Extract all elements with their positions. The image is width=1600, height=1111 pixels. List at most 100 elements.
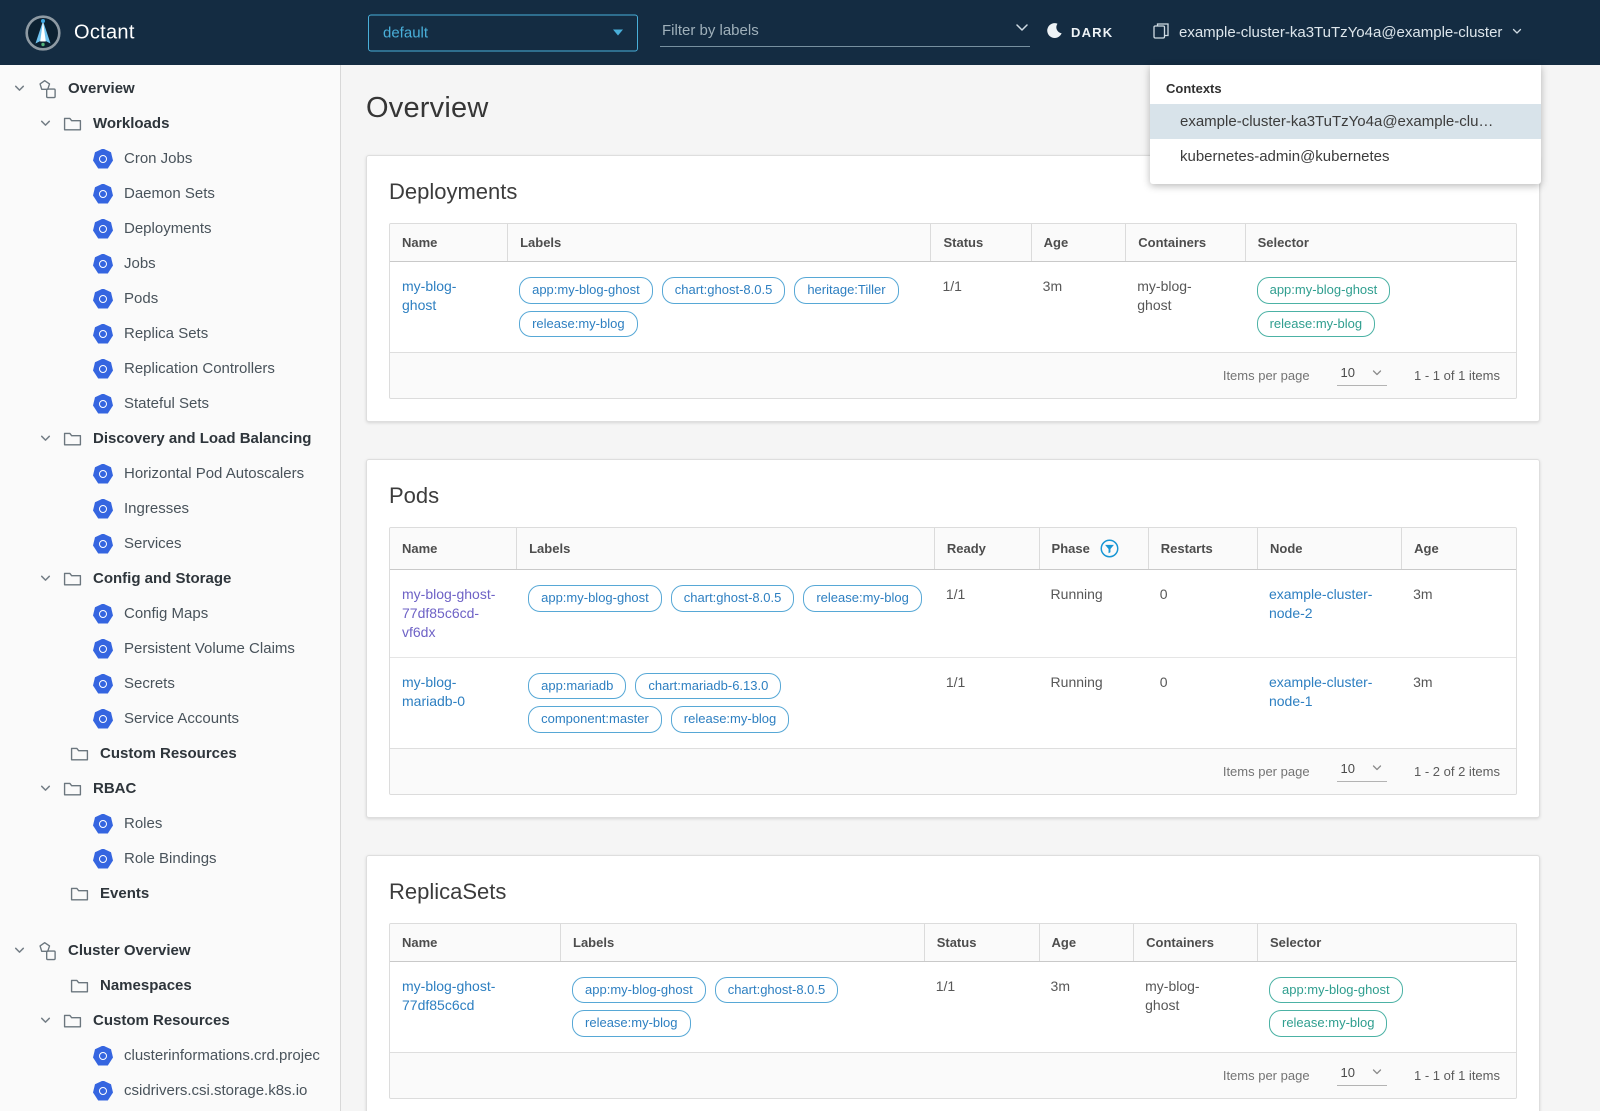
label-tag[interactable]: release:my-blog <box>670 706 790 733</box>
sidebar-item-jobs[interactable]: Jobs <box>0 246 340 281</box>
column-header-label: Age <box>1414 541 1439 557</box>
jobs-icon <box>93 253 113 274</box>
name-link[interactable]: my-blog-ghost-77df85c6cd-vf6dx <box>402 586 496 640</box>
chevron-down-icon[interactable] <box>38 117 52 130</box>
label-tag[interactable]: app:my-blog-ghost <box>572 976 706 1004</box>
sidebar-item-workloads[interactable]: Workloads <box>0 106 340 141</box>
label-tag[interactable]: chart:ghost-8.0.5 <box>670 585 795 612</box>
table-header-row: Name Labels Ready Phase Restarts Node Age <box>390 528 1516 571</box>
sidebar-item-config-maps[interactable]: Config Maps <box>0 596 340 631</box>
sidebar-item-daemon-sets[interactable]: Daemon Sets <box>0 176 340 211</box>
cell-phase: Running <box>1039 570 1148 657</box>
sidebar-item-namespaces[interactable]: Namespaces <box>0 968 340 1003</box>
name-link[interactable]: my-blog-ghost <box>402 278 457 313</box>
chevron-down-icon <box>1511 24 1523 41</box>
sidebar-item-persistent-volume-claims[interactable]: Persistent Volume Claims <box>0 631 340 666</box>
label-tag[interactable]: chart:ghost-8.0.5 <box>661 277 786 304</box>
label-filter-input[interactable] <box>660 20 1014 40</box>
column-header-name: Name <box>390 224 507 261</box>
sidebar-item-csidrivers-csi-storage-k8s-io[interactable]: csidrivers.csi.storage.k8s.io <box>0 1073 340 1108</box>
column-header-ready: Ready <box>933 528 1039 570</box>
sidebar-item-clusterinformations-crd-projec[interactable]: clusterinformations.crd.projec <box>0 1038 340 1073</box>
label-tag[interactable]: app:my-blog-ghost <box>519 277 653 304</box>
label-tag[interactable]: chart:ghost-8.0.5 <box>714 976 839 1004</box>
namespace-select[interactable]: default <box>368 14 638 51</box>
column-header-labels: Labels <box>560 923 924 961</box>
column-header-label: Selector <box>1269 934 1322 950</box>
column-header-label: Selector <box>1257 235 1309 250</box>
sidebar-item-label: Replica Sets <box>124 325 209 342</box>
label-tag[interactable]: heritage:Tiller <box>794 277 899 304</box>
pagination: Items per page 10 1 - 2 of 2 items <box>390 747 1516 794</box>
items-per-page-select[interactable]: 10 <box>1336 1065 1388 1086</box>
sidebar-item-cluster-overview[interactable]: Cluster Overview <box>0 933 340 968</box>
column-header-label: Restarts <box>1160 541 1213 557</box>
chevron-down-icon[interactable] <box>38 1014 52 1027</box>
sidebar-item-events[interactable]: Events <box>0 876 340 911</box>
sidebar-item-roles[interactable]: Roles <box>0 806 340 841</box>
sidebar-item-config-and-storage[interactable]: Config and Storage <box>0 561 340 596</box>
sidebar-item-label: Config Maps <box>124 605 209 622</box>
sidebar-item-custom-resources[interactable]: Custom Resources <box>0 1003 340 1038</box>
sidebar-item-label: Overview <box>68 80 135 97</box>
chevron-down-icon[interactable] <box>38 782 52 795</box>
sidebar-item-services[interactable]: Services <box>0 526 340 561</box>
sidebar-item-replica-sets[interactable]: Replica Sets <box>0 316 340 351</box>
name-link[interactable]: my-blog-mariadb-0 <box>402 673 466 709</box>
selector-tag[interactable]: release:my-blog <box>1256 310 1376 338</box>
chevron-down-icon[interactable] <box>38 432 52 445</box>
chevron-down-icon[interactable] <box>12 82 26 95</box>
chevron-down-icon[interactable] <box>1014 19 1030 40</box>
sidebar-item-horizontal-pod-autoscalers[interactable]: Horizontal Pod Autoscalers <box>0 456 340 491</box>
chevron-down-icon[interactable] <box>12 944 26 957</box>
restarts-value: 0 <box>1159 586 1168 603</box>
chevron-down-icon[interactable] <box>38 572 52 585</box>
label-filter <box>660 19 1030 47</box>
context-menu-item-example-cluster-ka3tutzyo4a-example-clu[interactable]: example-cluster-ka3TuTzYo4a@example-clu… <box>1150 104 1541 139</box>
table-header-row: Name Labels Status Age Containers Selector <box>390 923 1516 962</box>
node-link[interactable]: example-cluster-node-1 <box>1268 673 1373 709</box>
sidebar-item-stateful-sets[interactable]: Stateful Sets <box>0 386 340 421</box>
sidebar-item-discovery-and-load-balancing[interactable]: Discovery and Load Balancing <box>0 421 340 456</box>
context-menu-item-kubernetes-admin-kubernetes[interactable]: kubernetes-admin@kubernetes <box>1180 148 1390 165</box>
column-header-label: Name <box>402 541 438 557</box>
sidebar-item-label: Stateful Sets <box>124 395 210 412</box>
pods-card: Pods Name Labels Ready Phase Restarts Node Age… <box>366 459 1540 818</box>
sidebar-item-service-accounts[interactable]: Service Accounts <box>0 701 340 736</box>
sidebar-item-rbac[interactable]: RBAC <box>0 771 340 806</box>
sidebar-item-overview[interactable]: Overview <box>0 71 340 106</box>
resource-table: Name Labels Status Age Containers Selector my… <box>389 223 1517 400</box>
label-tag[interactable]: release:my-blog <box>803 585 922 612</box>
column-header-label: Node <box>1269 541 1303 557</box>
selector-tag[interactable]: app:my-blog-ghost <box>1268 976 1403 1004</box>
sidebar-item-ingresses[interactable]: Ingresses <box>0 491 340 526</box>
items-per-page-select[interactable]: 10 <box>1336 365 1388 387</box>
name-link[interactable]: my-blog-ghost-77df85c6cd <box>402 977 496 1013</box>
label-tag[interactable]: app:my-blog-ghost <box>528 585 662 612</box>
selector-tag[interactable]: release:my-blog <box>1268 1010 1388 1037</box>
label-tag[interactable]: component:master <box>528 706 662 733</box>
sidebar-item-cron-jobs[interactable]: Cron Jobs <box>0 141 340 176</box>
label-tag[interactable]: release:my-blog <box>572 1010 691 1037</box>
context-switcher[interactable]: example-cluster-ka3TuTzYo4a@example-clus… <box>1152 22 1523 44</box>
folder-icon <box>63 431 82 447</box>
node-link[interactable]: example-cluster-node-2 <box>1268 586 1373 621</box>
sidebar-item-custom-resources[interactable]: Custom Resources <box>0 736 340 771</box>
column-header-label: Status <box>943 235 984 250</box>
sidebar-item-replication-controllers[interactable]: Replication Controllers <box>0 351 340 386</box>
label-tag[interactable]: chart:mariadb-6.13.0 <box>635 672 782 700</box>
sidebar-item-secrets[interactable]: Secrets <box>0 666 340 701</box>
selector-tag[interactable]: app:my-blog-ghost <box>1256 277 1391 304</box>
column-header-label: Labels <box>529 541 571 557</box>
filter-icon[interactable] <box>1100 539 1119 558</box>
cell-age: 3m <box>1401 658 1516 748</box>
sidebar-item-pods[interactable]: Pods <box>0 281 340 316</box>
label-tag[interactable]: release:my-blog <box>519 310 638 338</box>
sidebar-item-role-bindings[interactable]: Role Bindings <box>0 841 340 876</box>
sidebar-item-deployments[interactable]: Deployments <box>0 211 340 246</box>
label-tag[interactable]: app:mariadb <box>528 672 627 700</box>
sidebar-item-label: Pods <box>124 290 159 307</box>
sidebar-item-label: Custom Resources <box>100 745 237 762</box>
dark-theme-toggle[interactable]: DARK <box>1046 22 1113 44</box>
items-per-page-select[interactable]: 10 <box>1336 761 1388 782</box>
